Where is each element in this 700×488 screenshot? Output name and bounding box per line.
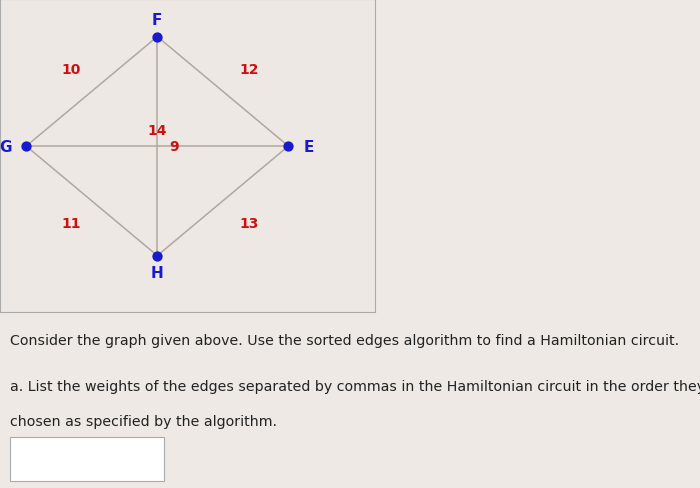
Point <box>152 34 163 41</box>
Text: H: H <box>151 266 164 281</box>
Text: 13: 13 <box>239 216 259 230</box>
Text: F: F <box>152 13 162 28</box>
Text: chosen as specified by the algorithm.: chosen as specified by the algorithm. <box>10 414 276 428</box>
Point <box>20 143 32 151</box>
Text: G: G <box>0 139 12 154</box>
Text: Consider the graph given above. Use the sorted edges algorithm to find a Hamilto: Consider the graph given above. Use the … <box>10 333 679 347</box>
Text: a. List the weights of the edges separated by commas in the Hamiltonian circuit : a. List the weights of the edges separat… <box>10 379 700 393</box>
Point <box>152 252 163 260</box>
Point <box>283 143 294 151</box>
Text: 11: 11 <box>62 216 81 230</box>
Text: 9: 9 <box>169 140 179 154</box>
Text: 12: 12 <box>239 63 259 77</box>
Text: E: E <box>304 139 314 154</box>
Text: 10: 10 <box>62 63 80 77</box>
FancyBboxPatch shape <box>10 437 164 481</box>
Text: 14: 14 <box>148 124 167 138</box>
